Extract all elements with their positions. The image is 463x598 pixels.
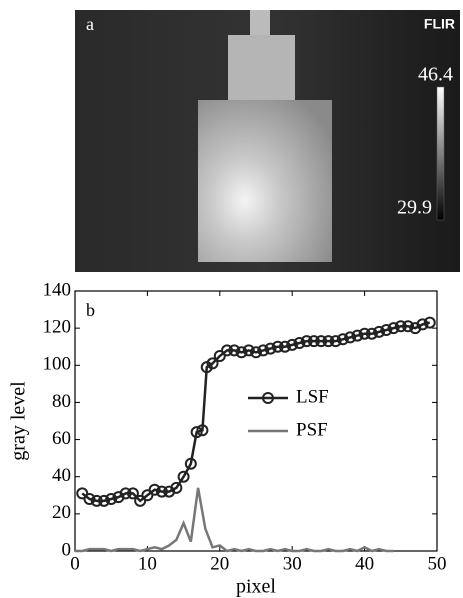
data-point bbox=[271, 340, 284, 353]
thermal-image: a FLIR 46.4 29.9 bbox=[75, 10, 460, 272]
data-point bbox=[97, 494, 110, 507]
data-point bbox=[190, 426, 203, 439]
data-point bbox=[76, 487, 89, 500]
y-tick-label: 40 bbox=[52, 465, 71, 486]
data-point bbox=[387, 322, 400, 335]
series-line bbox=[75, 487, 394, 553]
data-point bbox=[416, 318, 429, 331]
data-point bbox=[336, 333, 349, 346]
data-point bbox=[221, 344, 234, 357]
data-point bbox=[394, 320, 407, 333]
data-point bbox=[83, 493, 96, 505]
data-point bbox=[105, 493, 118, 505]
data-point bbox=[213, 350, 226, 362]
data-point bbox=[196, 424, 209, 437]
data-point bbox=[264, 342, 277, 355]
logo: FLIR bbox=[424, 16, 455, 32]
data-point bbox=[90, 494, 103, 507]
data-point bbox=[365, 327, 378, 340]
legend-label: LSF bbox=[296, 386, 329, 407]
data-point bbox=[344, 331, 357, 344]
data-point bbox=[373, 325, 386, 338]
data-point bbox=[242, 344, 255, 357]
data-point bbox=[402, 320, 415, 333]
data-point bbox=[141, 489, 154, 502]
data-point bbox=[134, 494, 147, 507]
object-top bbox=[228, 35, 295, 105]
data-point bbox=[322, 335, 335, 348]
data-point bbox=[235, 346, 248, 359]
x-tick-label: 30 bbox=[283, 553, 302, 574]
data-point bbox=[278, 340, 291, 353]
data-point bbox=[148, 483, 161, 496]
legend-marker bbox=[262, 392, 274, 404]
data-point bbox=[184, 457, 197, 470]
object-stem bbox=[250, 10, 270, 38]
data-point bbox=[358, 327, 371, 340]
object-body bbox=[198, 100, 332, 262]
data-point bbox=[351, 329, 364, 342]
x-tick-label: 40 bbox=[355, 553, 374, 574]
y-tick-label: 100 bbox=[43, 354, 72, 375]
data-point bbox=[228, 344, 241, 357]
data-point bbox=[250, 346, 262, 359]
data-point bbox=[423, 316, 436, 329]
y-tick-label: 140 bbox=[43, 279, 72, 300]
data-point bbox=[177, 470, 190, 483]
x-tick-label: 10 bbox=[138, 553, 157, 574]
x-tick-label: 50 bbox=[428, 553, 447, 574]
x-tick-label: 20 bbox=[210, 553, 229, 574]
data-point bbox=[170, 481, 183, 494]
data-point bbox=[119, 487, 132, 500]
data-point bbox=[380, 324, 393, 336]
y-axis-label: gray level bbox=[8, 381, 30, 461]
x-tick-label: 0 bbox=[70, 553, 80, 574]
color-bar bbox=[436, 86, 445, 221]
y-tick-label: 0 bbox=[62, 539, 72, 560]
data-point bbox=[126, 487, 139, 500]
y-tick-label: 120 bbox=[43, 317, 72, 338]
data-point bbox=[315, 335, 328, 348]
scale-min: 29.9 bbox=[397, 197, 432, 219]
y-tick-label: 20 bbox=[52, 502, 71, 523]
x-axis-label: pixel bbox=[236, 576, 276, 598]
y-tick-label: 60 bbox=[52, 428, 71, 449]
data-point bbox=[155, 485, 168, 498]
series-line bbox=[81, 321, 431, 503]
data-point bbox=[206, 357, 219, 370]
y-tick-label: 80 bbox=[52, 391, 71, 412]
scale-max: 46.4 bbox=[418, 64, 453, 86]
legend-label: PSF bbox=[296, 419, 328, 440]
data-point bbox=[257, 344, 270, 357]
data-point bbox=[307, 335, 320, 348]
data-point bbox=[329, 335, 342, 348]
data-point bbox=[293, 337, 306, 349]
panel-label: a bbox=[86, 14, 94, 34]
data-point bbox=[286, 338, 299, 351]
panel-label: b bbox=[86, 300, 95, 320]
data-point bbox=[300, 335, 313, 348]
